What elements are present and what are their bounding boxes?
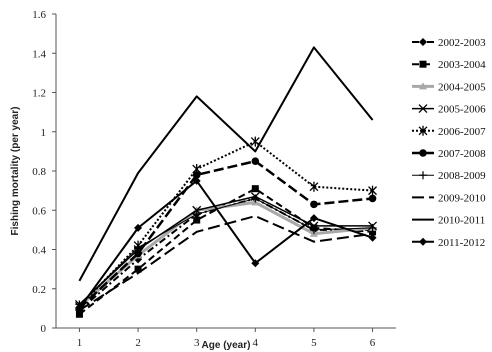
- data-point: [309, 214, 318, 223]
- series-2009-2010: [78, 215, 373, 312]
- series-2007-2008: [75, 157, 377, 313]
- data-point: [75, 310, 83, 318]
- legend-label: 2007-2008: [438, 148, 486, 160]
- data-point: [134, 223, 143, 232]
- legend-marker: [419, 38, 427, 46]
- series-line: [78, 200, 373, 308]
- legend-marker: [419, 82, 427, 90]
- legend-item: 2008-2009: [412, 170, 486, 182]
- data-point: [192, 176, 201, 185]
- legend-label: 2004-2005: [438, 81, 486, 93]
- legend-marker: [419, 171, 427, 180]
- legend-label: 2005-2006: [438, 104, 486, 116]
- y-tick-label: 1.4: [32, 48, 46, 60]
- x-tick-label: 4: [253, 337, 259, 349]
- data-point: [134, 249, 142, 258]
- legend-label: 2009-2010: [438, 192, 486, 204]
- series-line: [78, 159, 373, 310]
- data-point: [368, 223, 377, 232]
- series-2011-2012: [75, 176, 377, 313]
- data-point: [309, 225, 318, 234]
- data-point: [134, 265, 142, 273]
- y-tick-label: 0.6: [32, 205, 46, 217]
- legend-item: 2007-2008: [412, 148, 486, 160]
- y-tick-label: 1.2: [32, 88, 46, 100]
- series-line: [78, 195, 373, 305]
- series-2004-2005: [75, 198, 377, 310]
- data-point: [368, 233, 377, 242]
- series-line: [78, 46, 374, 282]
- legend-item: 2004-2005: [412, 81, 486, 93]
- data-point: [193, 216, 201, 224]
- y-tick-label: 0.8: [32, 166, 46, 178]
- legend-label: 2003-2004: [438, 59, 486, 71]
- y-tick-label: 0: [41, 323, 47, 335]
- series-line: [78, 215, 373, 312]
- x-tick-label: 3: [194, 337, 200, 349]
- series-lines: [74, 46, 378, 318]
- data-point: [368, 185, 378, 196]
- y-tick-label: 0.4: [32, 245, 46, 257]
- x-tick-label: 1: [77, 337, 83, 349]
- data-point: [250, 136, 260, 147]
- series-2002-2003: [75, 194, 377, 315]
- x-tick-labels: 1 2 3 4 5 6: [77, 328, 376, 349]
- x-axis-label: Age (year): [202, 340, 251, 351]
- legend-marker: [419, 60, 427, 68]
- legend-marker: [418, 125, 428, 136]
- legend-item: 2006-2007: [412, 125, 486, 138]
- series-line: [79, 198, 373, 305]
- legend-marker: [418, 104, 428, 114]
- legend-label: 2002-2003: [438, 37, 486, 49]
- series-2005-2006: [74, 192, 378, 309]
- data-point: [251, 194, 260, 203]
- legend-label: 2010-2011: [438, 215, 485, 227]
- data-point: [251, 185, 259, 193]
- data-point: [192, 210, 201, 219]
- y-axis-label: Fishing mortality (per year): [10, 107, 21, 236]
- legend-marker: [419, 237, 427, 246]
- legend: 2002-2003 2003-2004 2004-2005 2005-2006 2006…: [412, 37, 486, 249]
- legend-label: 2006-2007: [438, 126, 486, 138]
- series-line: [78, 197, 373, 312]
- x-tick-label: 2: [135, 337, 141, 349]
- data-point: [251, 157, 260, 165]
- data-point: [368, 194, 377, 203]
- y-tick-labels: 0 0.2 0.4 0.6 0.8 1 1.2 1.4 1.6: [32, 9, 56, 335]
- legend-item: 2005-2006: [412, 104, 486, 116]
- y-tick-label: 1: [41, 127, 47, 139]
- series-line: [78, 179, 373, 309]
- series-2010-2011: [78, 46, 374, 282]
- legend-item: 2010-2011: [412, 215, 485, 227]
- series-line: [78, 140, 373, 308]
- y-tick-label: 1.6: [32, 9, 46, 21]
- legend-marker: [419, 149, 427, 157]
- legend-item: 2011-2012: [412, 237, 485, 249]
- data-point: [310, 200, 318, 209]
- data-point: [134, 243, 143, 252]
- legend-item: 2002-2003: [412, 37, 486, 49]
- y-tick-label: 0.2: [32, 284, 46, 296]
- data-point: [251, 259, 260, 268]
- x-tick-label: 6: [370, 337, 376, 349]
- legend-item: 2003-2004: [412, 59, 486, 71]
- x-tick-label: 5: [311, 337, 317, 349]
- legend-label: 2008-2009: [438, 170, 486, 182]
- data-point: [192, 171, 201, 179]
- legend-item: 2009-2010: [412, 192, 486, 204]
- legend-label: 2011-2012: [438, 237, 485, 249]
- series-line: [78, 187, 373, 316]
- data-point: [309, 181, 319, 192]
- data-point: [75, 304, 84, 313]
